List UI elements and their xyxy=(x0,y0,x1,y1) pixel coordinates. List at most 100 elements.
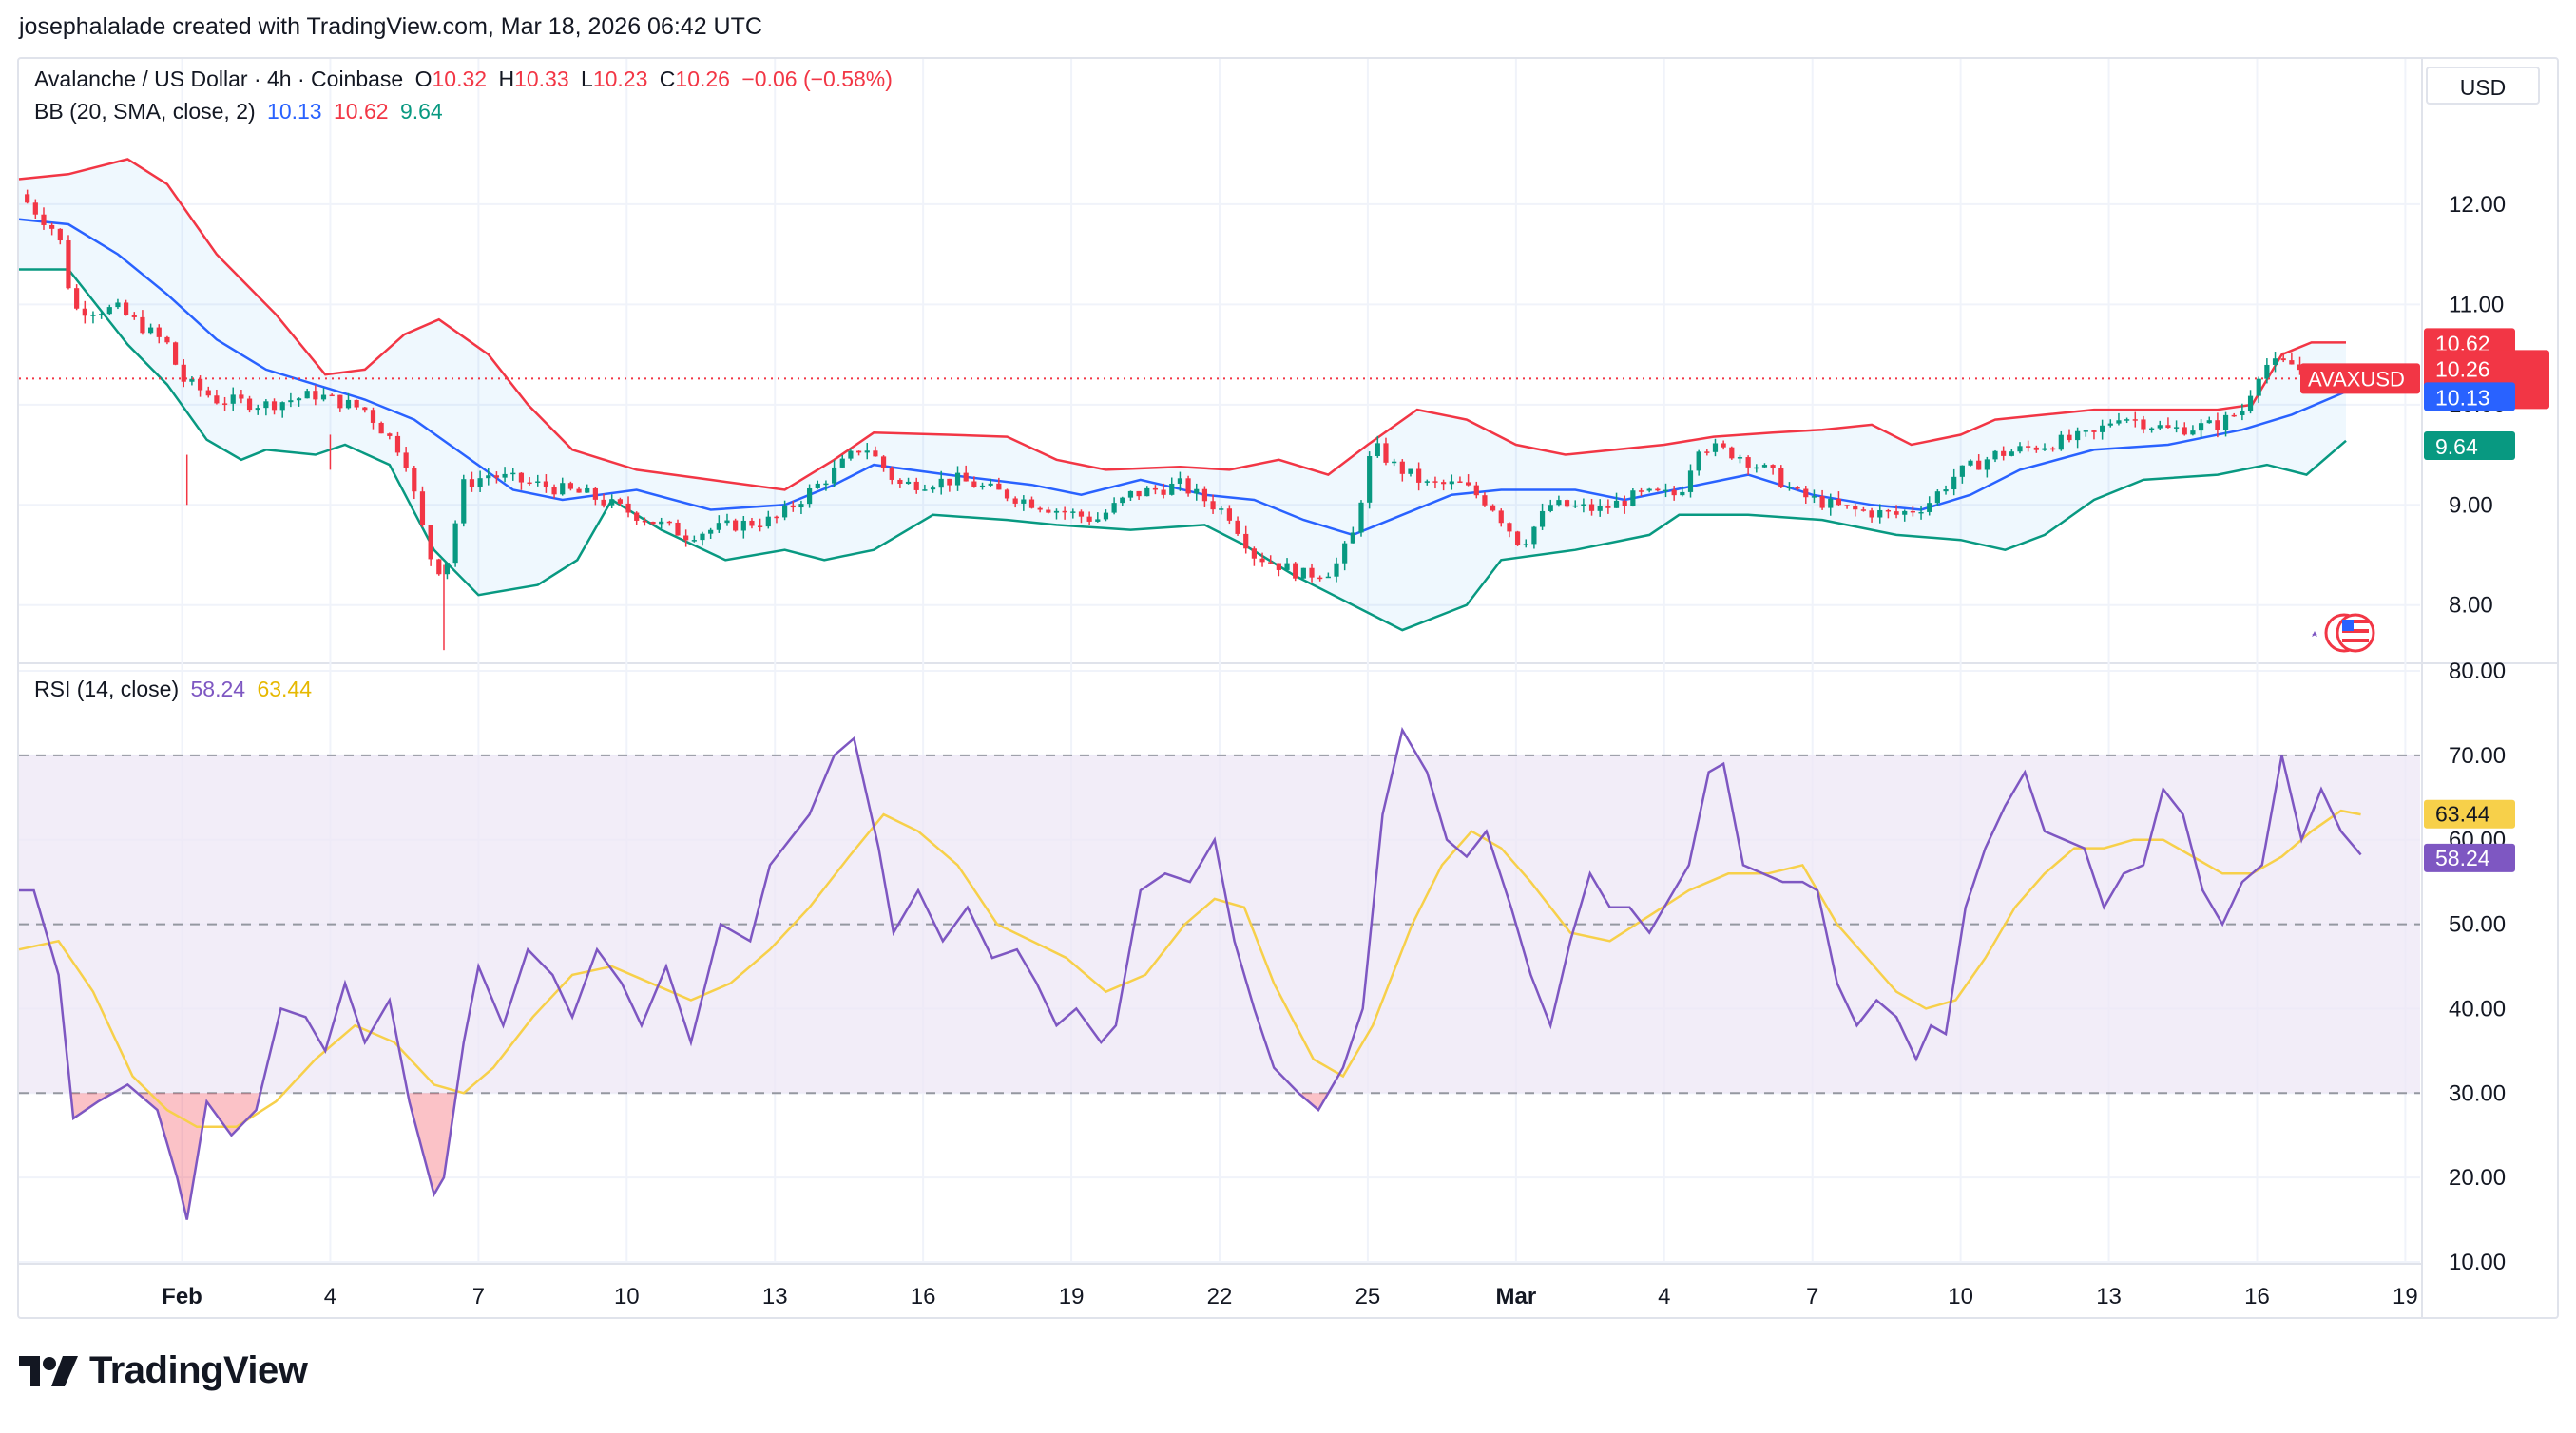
candle-body xyxy=(930,487,936,490)
candle-body xyxy=(1696,451,1701,471)
candle-body xyxy=(905,481,912,485)
price-tick-label: 11.00 xyxy=(2449,292,2504,317)
candle-body xyxy=(1325,576,1331,579)
price-tags: 10.6210.2601:17:33AVAXUSD10.139.6463.445… xyxy=(2300,328,2549,872)
candle-body xyxy=(469,479,475,487)
candle-body xyxy=(807,487,813,505)
candle-body xyxy=(370,410,376,423)
candle-body xyxy=(1523,544,1528,545)
candle-body xyxy=(1721,443,1726,448)
candle-body xyxy=(1853,506,1858,510)
bollinger-bands xyxy=(18,158,2347,632)
time-tick-label: 16 xyxy=(911,1284,936,1309)
candle-body xyxy=(205,390,211,396)
candle-body xyxy=(609,499,615,506)
candle-body xyxy=(922,489,928,491)
candle-body xyxy=(543,481,549,487)
candle-body xyxy=(452,523,458,564)
candle-body xyxy=(823,483,829,486)
candle-body xyxy=(2280,358,2286,361)
candle-body xyxy=(831,467,837,484)
candle-body xyxy=(675,522,681,536)
time-tick-label: 13 xyxy=(762,1284,788,1309)
candle-body xyxy=(412,468,417,492)
candle-body xyxy=(1449,481,1454,485)
candle-body xyxy=(1548,505,1553,511)
candle-body xyxy=(82,308,87,316)
candle-body xyxy=(1251,548,1257,559)
candle-body xyxy=(1161,489,1166,495)
candle-body xyxy=(403,452,409,468)
candle-body xyxy=(140,316,145,334)
candle-body xyxy=(1514,531,1521,545)
candle-body xyxy=(354,399,359,408)
candle-body xyxy=(1737,457,1743,459)
bb-fill xyxy=(19,159,2346,631)
candle-body xyxy=(1622,500,1627,506)
candle-body xyxy=(1317,577,1323,580)
candle-body xyxy=(74,288,80,309)
candle-body xyxy=(1572,505,1578,507)
candle-body xyxy=(255,408,260,411)
candle-body xyxy=(1046,509,1051,513)
candle-body xyxy=(1638,490,1644,492)
candle-body xyxy=(1078,511,1085,517)
candle-body xyxy=(1564,500,1570,507)
candle-body xyxy=(49,224,55,229)
rsi-value-tag: 58.24 xyxy=(2435,846,2490,870)
candle-body xyxy=(1968,460,1973,466)
candle-body xyxy=(1268,562,1274,564)
rsi-value: 58.24 xyxy=(190,677,246,701)
candle-body xyxy=(1300,567,1306,579)
bb-label[interactable]: BB (20, SMA, close, 2) xyxy=(34,99,256,124)
candle-body xyxy=(279,402,285,411)
candle-body xyxy=(2009,451,2014,456)
candle-body xyxy=(749,520,755,526)
candle-body xyxy=(642,520,647,523)
candle-body xyxy=(518,472,525,483)
candle-body xyxy=(1976,460,1982,470)
candle-body xyxy=(889,468,894,480)
time-tick-label: Mar xyxy=(1496,1284,1537,1309)
candle-body xyxy=(1367,456,1373,503)
symbol-name[interactable]: Avalanche / US Dollar · 4h · Coinbase xyxy=(34,67,404,91)
candle-body xyxy=(1309,567,1315,578)
candle-body xyxy=(1383,443,1389,463)
candle-body xyxy=(2116,420,2122,424)
candle-body xyxy=(378,422,384,434)
candle-body xyxy=(1581,504,1586,506)
candle-body xyxy=(1219,508,1224,510)
candle-body xyxy=(57,228,63,241)
candle-body xyxy=(1473,485,1479,496)
candle-body xyxy=(1177,478,1183,484)
time-tick-label: 4 xyxy=(324,1284,336,1309)
currency-button[interactable]: USD xyxy=(2426,67,2540,105)
candle-body xyxy=(419,491,426,525)
candle-body xyxy=(2206,420,2212,424)
candle-body xyxy=(1243,533,1249,549)
candle-body xyxy=(1424,481,1430,483)
candle-body xyxy=(1811,496,1817,498)
candle-body xyxy=(106,307,112,315)
candle-body xyxy=(2091,430,2097,432)
candle-body xyxy=(436,559,442,575)
us-flag-icon[interactable] xyxy=(2304,608,2380,656)
candle-body xyxy=(1786,487,1793,489)
candle-body xyxy=(2075,430,2081,441)
tradingview-brand[interactable]: TradingView xyxy=(19,1349,308,1392)
candle-body xyxy=(1293,563,1298,579)
bb-upper-line xyxy=(18,158,2346,491)
rsi-ma-value: 63.44 xyxy=(257,677,313,701)
candle-body xyxy=(428,525,433,560)
candle-body xyxy=(1943,489,1949,492)
candle-body xyxy=(2256,378,2261,396)
rsi-label[interactable]: RSI (14, close) xyxy=(34,677,180,701)
candle-body xyxy=(148,327,154,334)
time-tick-label: 19 xyxy=(2393,1284,2418,1309)
candle-body xyxy=(790,505,796,508)
candle-body xyxy=(2001,450,2007,456)
candle-body xyxy=(2100,425,2105,432)
candle-body xyxy=(1507,523,1512,532)
candle-body xyxy=(1869,510,1874,518)
